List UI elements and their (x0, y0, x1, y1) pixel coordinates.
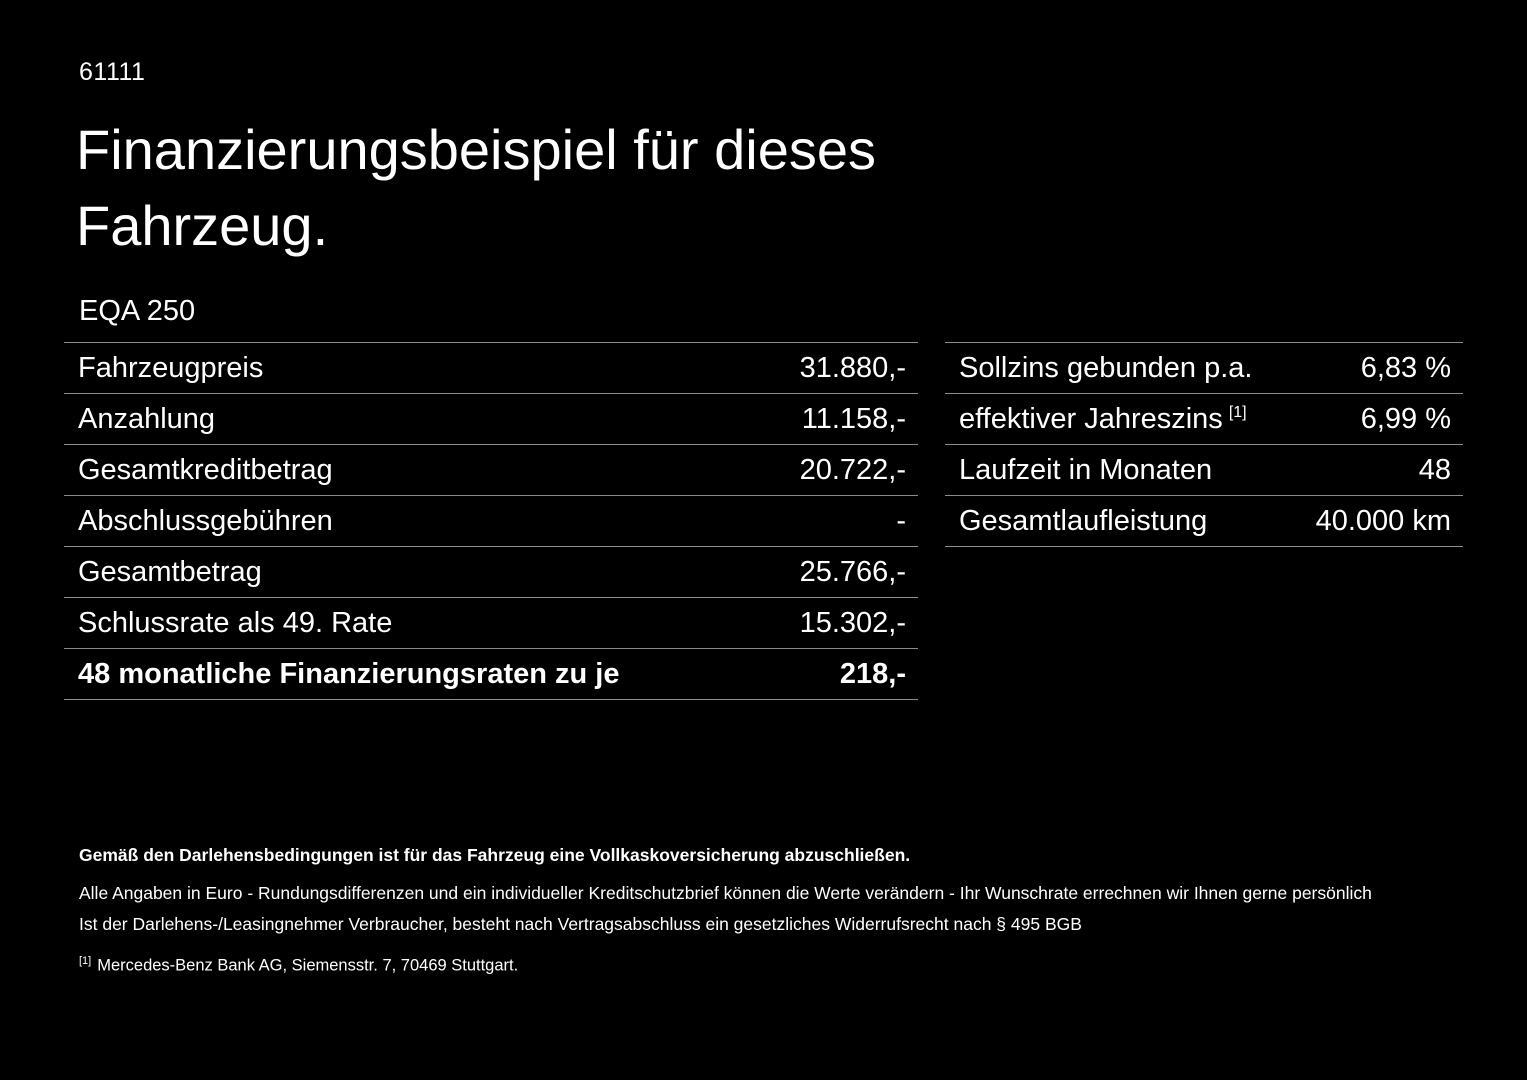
row-label: Anzahlung (78, 402, 216, 435)
footnote-ref: [1] (1228, 403, 1247, 421)
footnote-ref: [1] (79, 955, 92, 967)
insurance-note: Gemäß den Darlehensbedingungen ist für d… (79, 845, 911, 865)
row-label: Abschlussgebühren (78, 504, 333, 537)
row-label: 48 monatliche Finanzierungsraten zu je (78, 657, 620, 690)
disclaimer-line-1: Alle Angaben in Euro - Rundungsdifferenz… (79, 883, 1372, 903)
table-row: Schlussrate als 49. Rate 15.302,- (64, 598, 918, 649)
footer: Gemäß den Darlehensbedingungen ist für d… (79, 845, 1469, 976)
row-label: Schlussrate als 49. Rate (78, 606, 393, 639)
row-value: 48 (1418, 453, 1451, 486)
financing-table-left: Fahrzeugpreis 31.880,- Anzahlung 11.158,… (64, 342, 918, 700)
row-value: 15.302,- (799, 606, 906, 639)
row-value: 20.722,- (799, 453, 906, 486)
row-label: Gesamtkreditbetrag (78, 453, 333, 486)
page-title: Finanzierungsbeispiel für dieses Fahrzeu… (76, 118, 876, 258)
row-label: Gesamtlaufleistung (959, 504, 1208, 537)
table-row: Sollzins gebunden p.a. 6,83 % (945, 343, 1463, 394)
footnote: [1] Mercedes-Benz Bank AG, Siemensstr. 7,… (79, 955, 1469, 976)
table-row: Laufzeit in Monaten 48 (945, 445, 1463, 496)
disclaimer-line-2: Ist der Darlehens-/Leasingnehmer Verbrau… (79, 914, 1082, 934)
row-value: 6,83 % (1360, 351, 1451, 384)
table-row: Abschlussgebühren - (64, 496, 918, 547)
row-value: 25.766,- (799, 555, 906, 588)
row-label: Gesamtbetrag (78, 555, 262, 588)
table-row: Fahrzeugpreis 31.880,- (64, 343, 918, 394)
row-value: 6,99 % (1360, 402, 1451, 435)
footnote-text: Mercedes-Benz Bank AG, Siemensstr. 7, 70… (97, 956, 519, 975)
table-row-monthly-rate: 48 monatliche Finanzierungsraten zu je 2… (64, 649, 918, 700)
row-label: effektiver Jahreszins [1] (959, 403, 1247, 436)
vehicle-model: EQA 250 (79, 295, 196, 327)
table-row: Gesamtkreditbetrag 20.722,- (64, 445, 918, 496)
table-row: Gesamtbetrag 25.766,- (64, 547, 918, 598)
financing-table-right: Sollzins gebunden p.a. 6,83 % effektiver… (945, 342, 1463, 547)
row-label: Laufzeit in Monaten (959, 453, 1213, 486)
row-value: 11.158,- (801, 402, 906, 435)
row-value: 218,- (839, 657, 906, 690)
row-label-text: effektiver Jahreszins (959, 402, 1223, 435)
row-label: Sollzins gebunden p.a. (959, 351, 1253, 384)
row-value: 31.880,- (799, 351, 906, 384)
document-number: 61111 (79, 58, 146, 86)
table-row: effektiver Jahreszins [1] 6,99 % (945, 394, 1463, 445)
table-row: Anzahlung 11.158,- (64, 394, 918, 445)
table-row: Gesamtlaufleistung 40.000 km (945, 496, 1463, 547)
row-value: 40.000 km (1315, 504, 1451, 537)
row-label: Fahrzeugpreis (78, 351, 264, 384)
row-value: - (896, 504, 906, 537)
